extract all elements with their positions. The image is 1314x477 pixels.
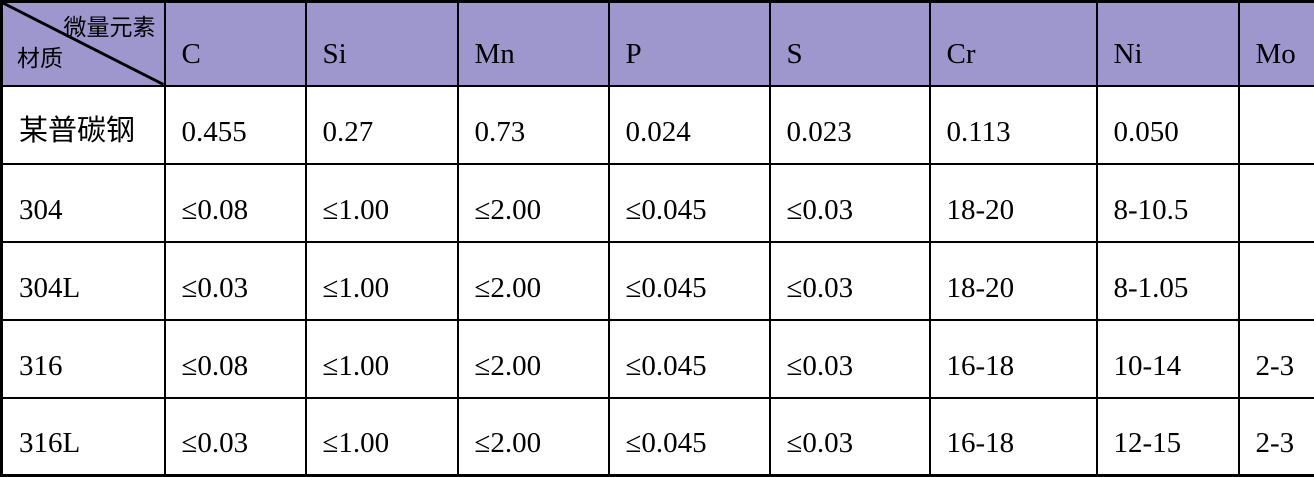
value-cell-s: ≤0.03 — [770, 398, 930, 476]
value-cell-si: ≤1.00 — [306, 164, 458, 242]
column-header-ni: Ni — [1097, 2, 1239, 86]
value-cell-mo — [1239, 86, 1314, 164]
value-cell-p: 0.024 — [609, 86, 770, 164]
value-cell-mn: ≤2.00 — [458, 320, 609, 398]
table-row-304l: 304L ≤0.03 ≤1.00 ≤2.00 ≤0.045 ≤0.03 18-2… — [2, 242, 1314, 320]
value-cell-mn: ≤2.00 — [458, 164, 609, 242]
table-row-316: 316 ≤0.08 ≤1.00 ≤2.00 ≤0.045 ≤0.03 16-18… — [2, 320, 1314, 398]
corner-header-cell: 微量元素 材质 — [2, 2, 165, 86]
column-header-mo: Mo — [1239, 2, 1314, 86]
column-header-p: P — [609, 2, 770, 86]
value-cell-c: ≤0.03 — [165, 398, 306, 476]
value-cell-ni: 10-14 — [1097, 320, 1239, 398]
value-cell-mo — [1239, 242, 1314, 320]
value-cell-p: ≤0.045 — [609, 398, 770, 476]
value-cell-s: ≤0.03 — [770, 320, 930, 398]
value-cell-c: ≤0.08 — [165, 320, 306, 398]
value-cell-p: ≤0.045 — [609, 242, 770, 320]
column-header-cr: Cr — [930, 2, 1097, 86]
table-row-plain-carbon-steel: 某普碳钢 0.455 0.27 0.73 0.024 0.023 0.113 0… — [2, 86, 1314, 164]
value-cell-mo: 2-3 — [1239, 320, 1314, 398]
value-cell-ni: 12-15 — [1097, 398, 1239, 476]
value-cell-mn: ≤2.00 — [458, 398, 609, 476]
corner-label-trace-elements: 微量元素 — [64, 8, 156, 42]
table-row-316l: 316L ≤0.03 ≤1.00 ≤2.00 ≤0.045 ≤0.03 16-1… — [2, 398, 1314, 476]
value-cell-si: ≤1.00 — [306, 320, 458, 398]
value-cell-c: ≤0.03 — [165, 242, 306, 320]
table-row-304: 304 ≤0.08 ≤1.00 ≤2.00 ≤0.045 ≤0.03 18-20… — [2, 164, 1314, 242]
value-cell-ni: 0.050 — [1097, 86, 1239, 164]
column-header-mn: Mn — [458, 2, 609, 86]
value-cell-c: 0.455 — [165, 86, 306, 164]
value-cell-mn: 0.73 — [458, 86, 609, 164]
value-cell-cr: 18-20 — [930, 164, 1097, 242]
value-cell-mn: ≤2.00 — [458, 242, 609, 320]
value-cell-ni: 8-10.5 — [1097, 164, 1239, 242]
value-cell-mo — [1239, 164, 1314, 242]
value-cell-s: 0.023 — [770, 86, 930, 164]
column-header-c: C — [165, 2, 306, 86]
value-cell-ni: 8-1.05 — [1097, 242, 1239, 320]
value-cell-s: ≤0.03 — [770, 242, 930, 320]
value-cell-cr: 18-20 — [930, 242, 1097, 320]
value-cell-s: ≤0.03 — [770, 164, 930, 242]
corner-label-material: 材质 — [17, 39, 63, 73]
value-cell-cr: 16-18 — [930, 320, 1097, 398]
value-cell-si: 0.27 — [306, 86, 458, 164]
value-cell-p: ≤0.045 — [609, 320, 770, 398]
value-cell-si: ≤1.00 — [306, 398, 458, 476]
material-cell: 316L — [2, 398, 165, 476]
column-header-si: Si — [306, 2, 458, 86]
value-cell-mo: 2-3 — [1239, 398, 1314, 476]
value-cell-cr: 16-18 — [930, 398, 1097, 476]
material-cell: 304 — [2, 164, 165, 242]
column-header-s: S — [770, 2, 930, 86]
value-cell-cr: 0.113 — [930, 86, 1097, 164]
value-cell-c: ≤0.08 — [165, 164, 306, 242]
value-cell-p: ≤0.045 — [609, 164, 770, 242]
material-cell: 316 — [2, 320, 165, 398]
material-cell: 304L — [2, 242, 165, 320]
header-row: 微量元素 材质 C Si Mn P S Cr Ni Mo — [2, 2, 1314, 86]
value-cell-si: ≤1.00 — [306, 242, 458, 320]
material-cell: 某普碳钢 — [2, 86, 165, 164]
